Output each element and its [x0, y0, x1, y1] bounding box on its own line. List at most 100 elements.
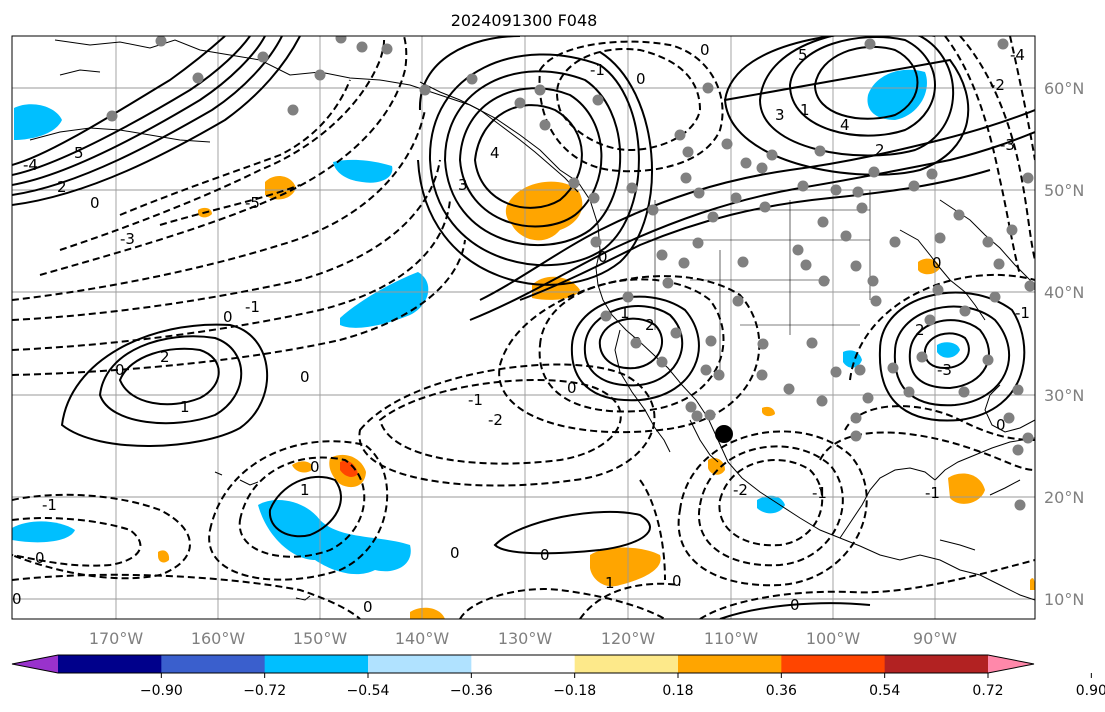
lat-tick: 30°N — [1044, 386, 1084, 405]
contours — [12, 36, 1035, 619]
negative-patch — [333, 159, 393, 183]
contour-label: -3 — [120, 230, 135, 248]
contour-label: 0 — [310, 458, 320, 476]
colorbar-tick-label: 0.90 — [1076, 683, 1105, 699]
positive-patch — [590, 547, 661, 587]
lat-tick: 60°N — [1044, 79, 1084, 98]
station-markers — [106, 36, 1035, 511]
colorbar-outline — [11, 654, 1035, 674]
colorbar-segment — [471, 655, 576, 673]
coastlines — [29, 39, 1035, 601]
contour-label: -1 — [812, 484, 827, 502]
lon-tick: 110°W — [704, 629, 759, 648]
strong-positive-patch — [340, 460, 358, 477]
lat-tick: 10°N — [1044, 590, 1084, 609]
lon-tick: 90°W — [913, 629, 957, 648]
negative-patch — [14, 104, 62, 140]
contour-label: 3 — [775, 106, 785, 124]
contour-label: 2 — [915, 321, 925, 339]
contour-label: 5 — [798, 46, 808, 64]
contour-label: 4 — [490, 144, 500, 162]
contour-label: 1 — [300, 481, 310, 499]
map-frame — [11, 35, 1036, 620]
positive-patch — [410, 607, 445, 619]
colorbar-tick-label: −0.54 — [347, 683, 390, 699]
lon-tick: 150°W — [293, 629, 348, 648]
contour-label: 1 — [620, 304, 630, 322]
lon-tick: 170°W — [89, 629, 144, 648]
contour-label: 0 — [598, 248, 608, 266]
lat-tick: 50°N — [1044, 181, 1084, 200]
latitude-ticks: 60°N 50°N 40°N 30°N 20°N 10°N — [1044, 79, 1084, 609]
contour-label: -2 — [488, 411, 503, 429]
lon-tick: 120°W — [601, 629, 656, 648]
colorbar: −0.90 −0.72 −0.54 −0.36 −0.18 0.18 0.36 0.54 0.7… — [11, 654, 1105, 699]
colorbar-extend-low — [12, 655, 58, 673]
map-area: -4 5 2 0 -3 -5 0 -1 0 2 1 0 0 1 -1 0 3 4… — [12, 36, 1035, 619]
contour-label: 0 — [35, 549, 45, 567]
colorbar-segment — [161, 655, 266, 673]
contour-label: 0 — [996, 416, 1006, 434]
contour-label: 0 — [223, 308, 233, 326]
contour-label: 0 — [700, 41, 710, 59]
contour-label: 2 — [57, 178, 67, 196]
contour-label: 2 — [160, 348, 170, 366]
contour-label: 3 — [458, 176, 468, 194]
contour-label: 1 — [180, 398, 190, 416]
positive-patch — [158, 550, 170, 563]
positive-patch — [762, 406, 775, 417]
colorbar-tick-label: −0.90 — [140, 683, 183, 699]
contour-label: 1 — [800, 101, 810, 119]
contour-label: 0 — [790, 596, 800, 614]
positive-patch — [292, 461, 313, 473]
colorbar-extend-high — [988, 655, 1034, 673]
lat-tick: 40°N — [1044, 283, 1084, 302]
negative-patch — [12, 521, 75, 543]
location-marker — [715, 425, 733, 443]
lon-tick: 140°W — [395, 629, 450, 648]
contour-label: -2 — [990, 76, 1005, 94]
colorbar-segment — [781, 655, 886, 673]
negative-patch — [258, 500, 411, 575]
negative-patch — [757, 495, 785, 514]
contour-label: 0 — [300, 368, 310, 386]
lon-tick: 130°W — [498, 629, 553, 648]
lon-tick: 100°W — [806, 629, 861, 648]
contour-label: 2 — [875, 141, 885, 159]
negative-patch — [937, 342, 960, 358]
positive-patch — [948, 473, 985, 504]
colorbar-tick-label: −0.18 — [553, 683, 596, 699]
contour-label: 0 — [636, 70, 646, 88]
contour-label: -4 — [23, 156, 38, 174]
contour-label: 0 — [90, 194, 100, 212]
colorbar-tick-label: −0.36 — [450, 683, 493, 699]
contour-label: -1 — [1015, 304, 1030, 322]
map-title: 2024091300 F048 — [451, 11, 598, 30]
contour-label: 2 — [645, 316, 655, 334]
contour-label: -1 — [925, 484, 940, 502]
colorbar-segment — [884, 655, 989, 673]
contour-label: 0 — [540, 546, 550, 564]
colorbar-tick-label: 0.54 — [869, 683, 900, 699]
contour-label: 0 — [450, 544, 460, 562]
contour-label: -1 — [590, 61, 605, 79]
colorbar-tick-label: 0.36 — [766, 683, 797, 699]
contour-label: -1 — [468, 391, 483, 409]
colorbar-tick-label: −0.72 — [243, 683, 286, 699]
positive-patch — [1030, 578, 1035, 590]
contour-label: 0 — [363, 598, 373, 616]
contour-label: -1 — [245, 298, 260, 316]
contour-label: 0 — [932, 254, 942, 272]
colorbar-segment — [264, 655, 369, 673]
contour-label: 0 — [115, 361, 125, 379]
colorbar-tick-label: 0.72 — [972, 683, 1003, 699]
colorbar-segment — [574, 655, 679, 673]
colorbar-segment — [368, 655, 472, 673]
contour-label: 0 — [672, 572, 682, 590]
lat-tick: 20°N — [1044, 488, 1084, 507]
contour-label: 4 — [840, 116, 850, 134]
contour-label: -3 — [937, 361, 952, 379]
longitude-ticks: 170°W 160°W 150°W 140°W 130°W 120°W 110°… — [89, 629, 957, 648]
contour-label: 1 — [605, 574, 615, 592]
